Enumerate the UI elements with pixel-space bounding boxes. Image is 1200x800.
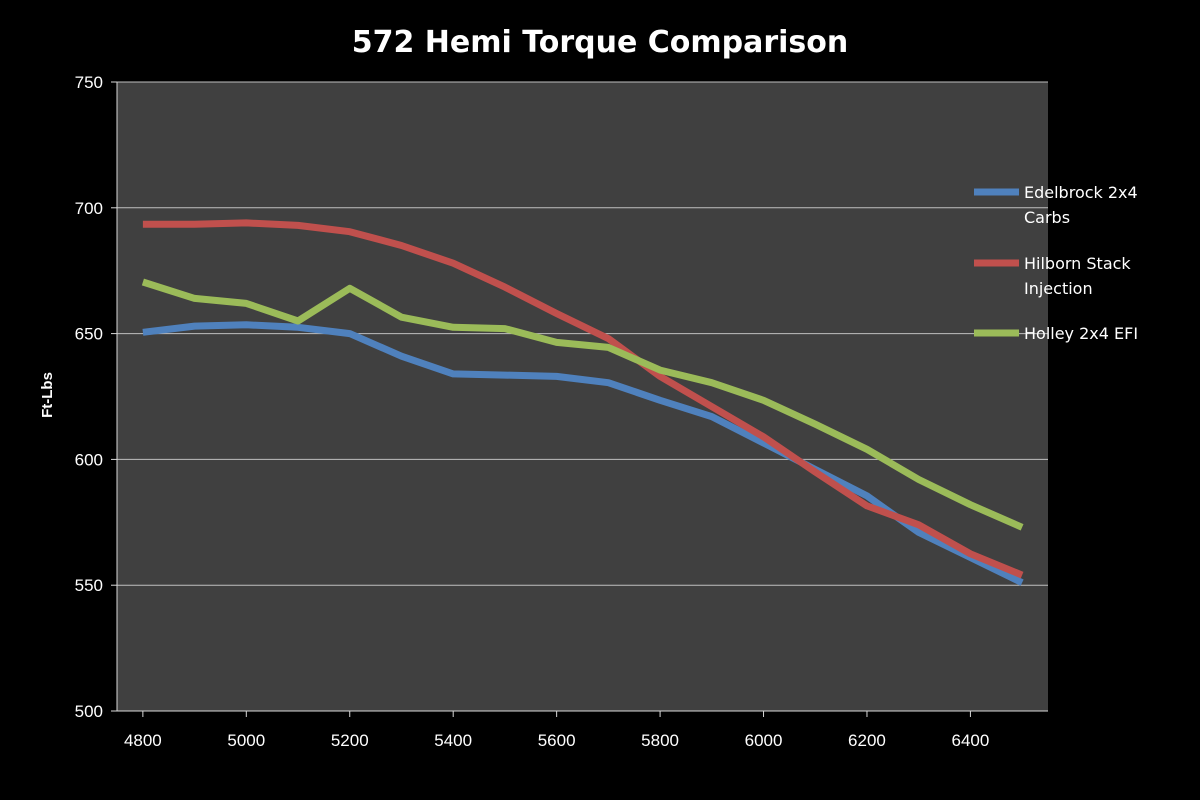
y-tick-label: 600 — [75, 450, 103, 469]
y-tick-label: 500 — [75, 702, 103, 721]
legend: Edelbrock 2x4 Carbs Hilborn Stack Injection… — [974, 183, 1138, 343]
x-tick-label: 5800 — [641, 731, 679, 750]
series-line-3 — [141, 278, 1024, 531]
x-tick-label: 5000 — [227, 731, 265, 750]
x-tick-label: 6200 — [848, 731, 886, 750]
series-lines — [141, 219, 1024, 586]
x-tick-label: 6000 — [745, 731, 783, 750]
legend-label-2: Hilborn Stack — [1024, 254, 1131, 273]
series-line-1 — [142, 321, 1024, 586]
series-line-2 — [142, 219, 1024, 579]
y-axis-label: Ft-Lbs — [39, 372, 56, 418]
legend-label-3: Holley 2x4 EFI — [1024, 324, 1138, 343]
y-tick-label: 650 — [75, 325, 103, 344]
x-tick-label: 6400 — [952, 731, 990, 750]
y-tick-label: 750 — [75, 73, 103, 92]
chart-title: 572 Hemi Torque Comparison — [352, 25, 849, 60]
legend-label-2: Injection — [1024, 279, 1093, 298]
y-tick-label: 550 — [75, 576, 103, 595]
plot-area — [117, 82, 1048, 711]
y-tick-label: 700 — [75, 199, 103, 218]
x-tick-label: 5400 — [434, 731, 472, 750]
legend-label-1: Edelbrock 2x4 — [1024, 183, 1138, 202]
x-tick-label: 5600 — [538, 731, 576, 750]
gridlines — [117, 81, 1048, 586]
x-tick-label: 5200 — [331, 731, 369, 750]
legend-label-1: Carbs — [1024, 208, 1070, 227]
x-tick-label: 4800 — [124, 731, 162, 750]
axes: 500 550 600 650 700 750 4800 5000 5200 5400 5600 58… — [75, 73, 1048, 750]
